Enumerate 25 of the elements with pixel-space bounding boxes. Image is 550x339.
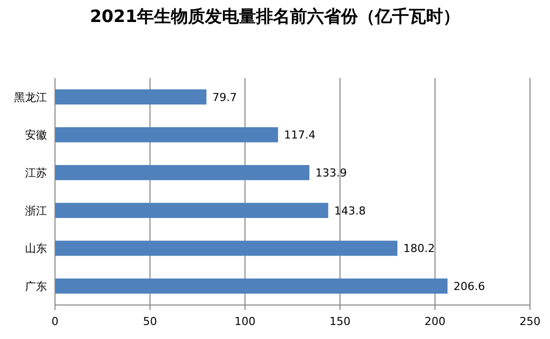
x-tick-label: 150 [330,315,350,328]
bar [55,89,206,104]
bar [55,127,278,142]
x-tick-label: 0 [52,315,58,328]
bar [55,240,398,256]
chart-title: 2021年生物质发电量排名前六省份（亿千瓦时） [90,7,460,27]
y-tick-label: 安徽 [25,128,47,142]
y-tick-label: 黑龙江 [14,90,47,104]
bar [55,278,448,294]
x-tick-label: 200 [424,315,446,328]
x-tick-label: 50 [143,315,157,328]
y-tick-label: 浙江 [25,204,47,218]
data-label: 79.7 [212,90,237,104]
data-label: 117.4 [284,128,316,142]
data-label: 143.8 [334,204,366,218]
y-tick-label: 江苏 [25,166,47,180]
data-label: 180.2 [403,242,435,256]
data-label: 206.6 [454,280,486,293]
bar [55,165,310,180]
y-tick-label: 山东 [25,242,47,256]
x-tick-label: 100 [234,315,256,328]
data-label: 133.9 [315,166,347,180]
y-tick-label: 广东 [25,280,47,293]
x-tick-label: 250 [520,315,540,328]
bar [55,202,328,218]
